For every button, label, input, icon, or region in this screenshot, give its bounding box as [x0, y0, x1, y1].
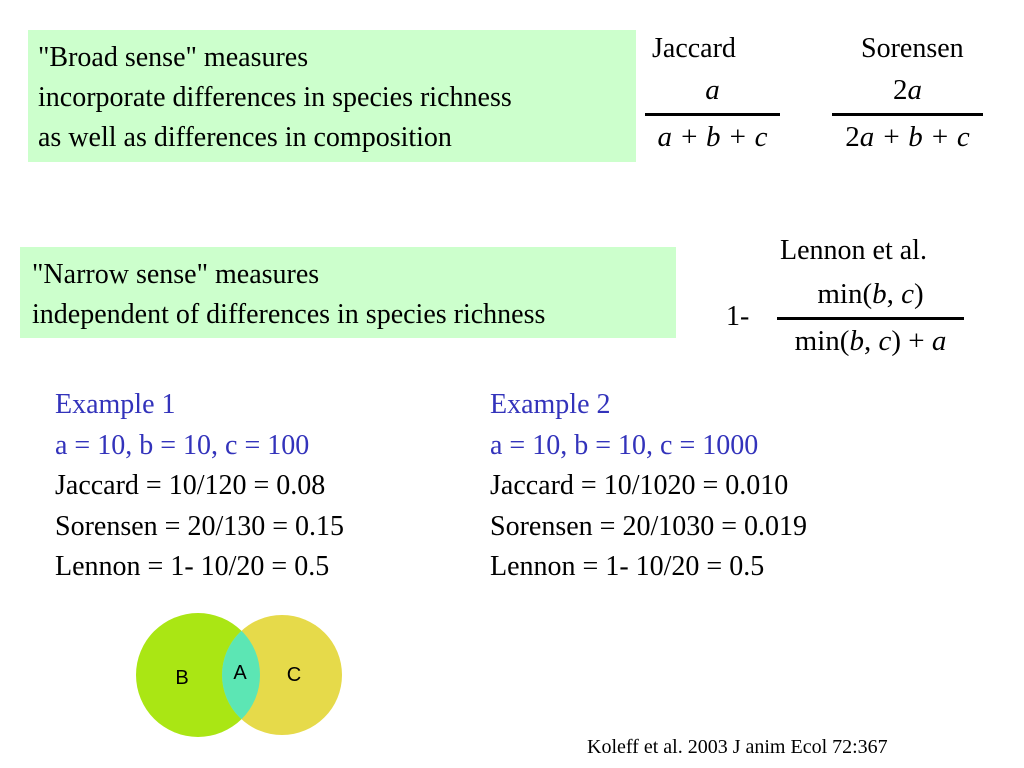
- lennon-den-b: b: [849, 325, 864, 357]
- sorensen-denominator-rest: + b + c: [874, 121, 970, 153]
- example-2-sorensen: Sorensen = 20/1030 = 0.019: [490, 510, 808, 542]
- sorensen-numerator-coef: 2: [893, 74, 908, 106]
- venn-label-b: B: [175, 667, 188, 689]
- jaccard-title: Jaccard: [652, 33, 736, 64]
- lennon-num-b: b: [872, 278, 887, 310]
- lennon-den-plus: ) +: [891, 325, 932, 357]
- lennon-fraction-bar: [777, 317, 964, 320]
- example-1-params: a = 10, b = 10, c = 100: [55, 429, 310, 461]
- venn-label-c: C: [287, 664, 301, 686]
- sorensen-fraction-bar: [832, 113, 983, 116]
- lennon-num-close: ): [913, 278, 924, 310]
- lennon-numerator: min(b, c): [777, 277, 964, 311]
- lennon-num-min: min(: [817, 278, 873, 310]
- venn-circle-b: [136, 613, 260, 737]
- example-1-sorensen: Sorensen = 20/130 = 0.15: [55, 510, 345, 542]
- venn-label-a: A: [233, 662, 247, 684]
- example-1-lennon: Lennon = 1- 10/20 = 0.5: [55, 551, 330, 582]
- venn-diagram: B A C: [136, 613, 342, 737]
- jaccard-denominator: a + b + c: [657, 121, 768, 153]
- sorensen-formula: 2a 2a + b + c: [832, 73, 983, 154]
- lennon-den-min: min(: [794, 325, 850, 357]
- sorensen-denominator-var: a: [859, 121, 875, 153]
- lennon-denominator: min(b, c) + a: [777, 324, 964, 358]
- example-2-lennon: Lennon = 1- 10/20 = 0.5: [490, 551, 765, 582]
- sorensen-title: Sorensen: [861, 33, 964, 64]
- lennon-den-c: c: [878, 325, 892, 357]
- lennon-den-comma: ,: [863, 325, 879, 357]
- lennon-num-c: c: [901, 278, 914, 310]
- broad-sense-line-1: "Broad sense" measures: [38, 42, 309, 73]
- lennon-den-a: a: [931, 325, 947, 357]
- jaccard-formula: a a + b + c: [645, 73, 780, 154]
- broad-sense-line-2: incorporate differences in species richn…: [38, 82, 512, 113]
- example-2-title: Example 2: [490, 389, 611, 420]
- broad-sense-line-3: as well as differences in composition: [38, 122, 452, 153]
- narrow-sense-line-1: "Narrow sense" measures: [32, 259, 320, 290]
- sorensen-denominator: 2a + b + c: [832, 120, 983, 154]
- lennon-formula: min(b, c) min(b, c) + a: [777, 277, 964, 358]
- example-2: Example 2 a = 10, b = 10, c = 1000 Jacca…: [490, 385, 807, 588]
- citation: Koleff et al. 2003 J anim Ecol 72:367: [587, 736, 888, 758]
- example-1: Example 1 a = 10, b = 10, c = 100 Jaccar…: [55, 385, 344, 588]
- lennon-num-comma: ,: [886, 278, 902, 310]
- jaccard-fraction-bar: [645, 113, 780, 116]
- sorensen-denominator-coef: 2: [845, 121, 860, 153]
- example-1-title: Example 1: [55, 389, 176, 420]
- narrow-sense-line-2: independent of differences in species ri…: [32, 299, 546, 330]
- example-1-jaccard: Jaccard = 10/120 = 0.08: [55, 470, 326, 501]
- lennon-title: Lennon et al.: [780, 235, 927, 266]
- broad-sense-box: "Broad sense" measures incorporate diffe…: [28, 30, 636, 162]
- lennon-prefix: 1-: [726, 301, 750, 332]
- sorensen-numerator: 2a: [832, 73, 983, 107]
- sorensen-numerator-var: a: [907, 74, 923, 106]
- example-2-jaccard: Jaccard = 10/1020 = 0.010: [490, 470, 789, 501]
- narrow-sense-box: "Narrow sense" measures independent of d…: [20, 247, 676, 338]
- example-2-params: a = 10, b = 10, c = 1000: [490, 429, 759, 461]
- jaccard-numerator: a: [705, 74, 720, 106]
